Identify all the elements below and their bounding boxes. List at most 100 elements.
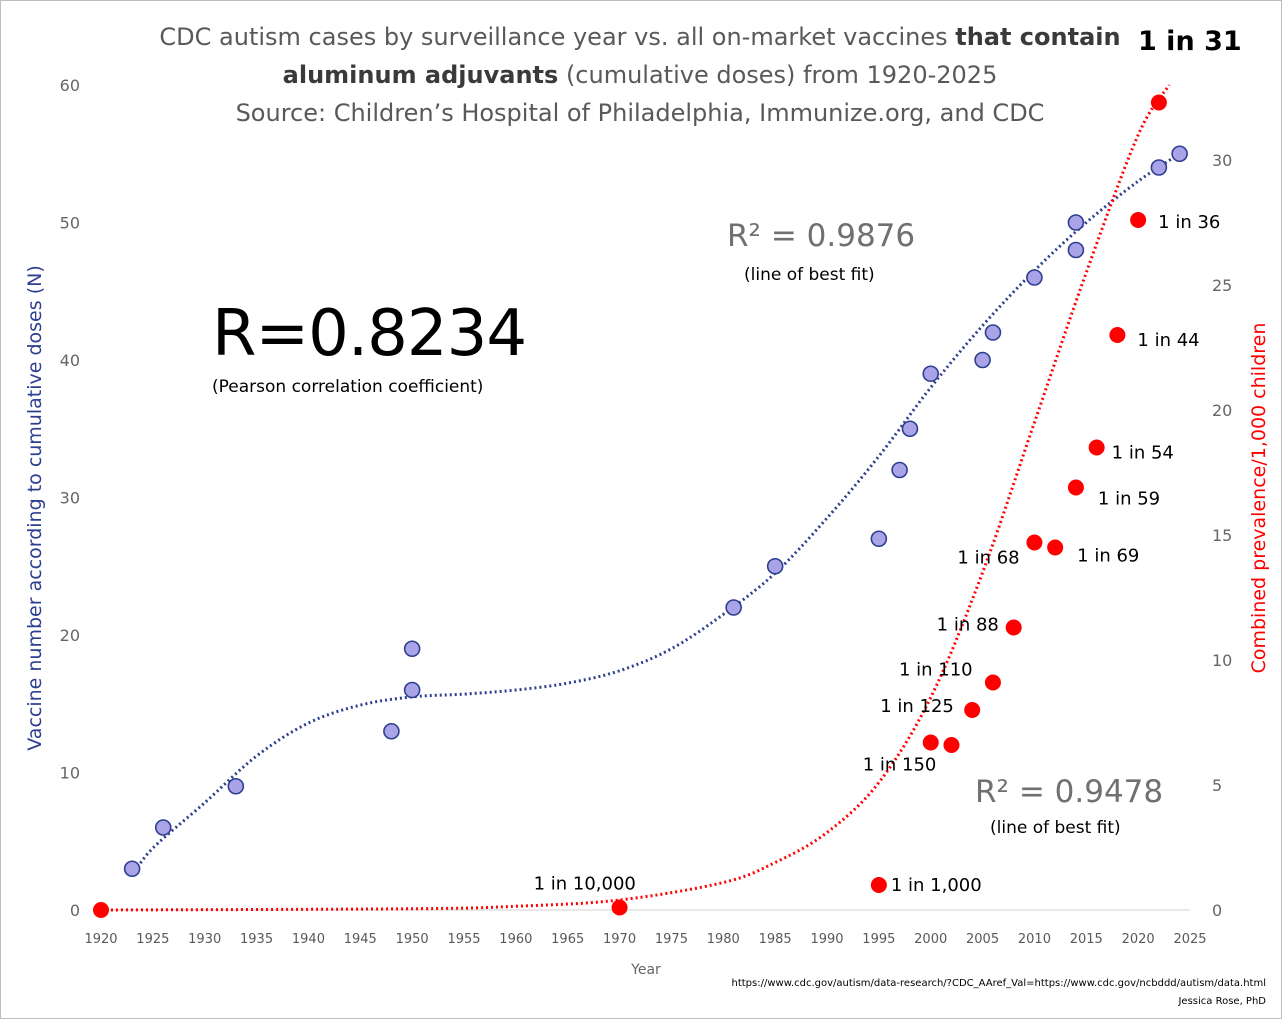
autism-point-label: 1 in 59 [1098, 489, 1160, 510]
x-tick-label: 2010 [1018, 932, 1051, 947]
autism-point [1088, 439, 1105, 456]
y-right-tick-label: 15 [1212, 526, 1232, 545]
pearson-value: R=0.8234 [212, 297, 527, 371]
title-line1-bold: that contain [955, 23, 1121, 51]
vaccine-point [123, 860, 141, 878]
vaccine-point [383, 722, 400, 740]
vaccine-r2: R² = 0.9876 [727, 218, 916, 254]
vaccine-point [1171, 145, 1188, 163]
x-tick-label: 1970 [603, 932, 636, 947]
autism-point [1109, 327, 1126, 343]
latest-prevalence-label: 1 in 31 [1138, 26, 1242, 57]
autism-point [1150, 94, 1167, 111]
x-tick-label: 1960 [499, 932, 532, 947]
y-right-tick-label: 10 [1212, 651, 1232, 670]
y-right-axis-title: Combined prevalence/1,000 children [1248, 323, 1270, 674]
vaccine-point [974, 351, 991, 369]
autism-point-label: 1 in 44 [1137, 330, 1199, 351]
title-line1: CDC autism cases by surveillance year vs… [159, 23, 956, 51]
pearson-caption: (Pearson correlation coefficient) [212, 377, 484, 397]
autism-point-label: 1 in 88 [937, 615, 999, 636]
vaccine-point [227, 777, 245, 795]
vaccine-point [922, 365, 940, 383]
x-tick-label: 2015 [1070, 932, 1103, 947]
autism-trendline [100, 84, 1171, 912]
y-right-tick-label: 25 [1212, 276, 1232, 295]
x-tick-label: 2020 [1122, 932, 1155, 947]
y-left-axis-title: Vaccine number according to cumulative d… [24, 265, 46, 750]
autism-point [964, 702, 981, 718]
autism-r2: R² = 0.9478 [975, 774, 1164, 810]
x-tick-label: 2000 [914, 932, 947, 947]
x-tick-label: 1995 [862, 932, 895, 947]
autism-point [611, 899, 628, 916]
autism-point-label: 1 in 54 [1112, 443, 1174, 464]
vaccine-point [1150, 159, 1168, 176]
y-right-tick-label: 20 [1212, 401, 1232, 420]
vaccine-point [403, 640, 421, 658]
vaccine-point [891, 461, 908, 479]
x-tick-label: 1930 [188, 932, 221, 947]
x-tick-label: 1985 [759, 932, 792, 947]
autism-point-label: 1 in 1,000 [891, 875, 982, 896]
autism-r2-caption: (line of best fit) [990, 818, 1121, 838]
title-line2: (cumulative doses) from 1920-2025 [558, 61, 998, 89]
autism-point [1130, 212, 1147, 228]
x-tick-label: 1940 [292, 932, 325, 947]
y-left-tick-label: 30 [60, 489, 80, 508]
autism-point [922, 734, 939, 751]
x-tick-label: 2005 [966, 932, 999, 947]
x-tick-label: 1950 [396, 932, 429, 947]
vaccine-point [901, 420, 919, 438]
autism-point-label: 1 in 10,000 [534, 874, 636, 895]
y-left-tick-label: 40 [60, 351, 80, 370]
x-tick-label: 1925 [136, 932, 169, 947]
autism-point-label: 1 in 68 [957, 548, 1019, 569]
autism-point [1005, 619, 1022, 636]
x-tick-label: 1990 [810, 932, 843, 947]
y-left-tick-label: 20 [60, 626, 80, 645]
y-left-tick-label: 60 [60, 76, 80, 95]
footer-author: Jessica Rose, PhD [1178, 996, 1266, 1007]
autism-point [1047, 539, 1064, 556]
x-tick-label: 1980 [707, 932, 740, 947]
autism-point-label: 1 in 125 [880, 696, 954, 717]
x-tick-label: 1955 [447, 932, 480, 947]
vaccine-point [403, 681, 421, 699]
vaccine-point [766, 557, 784, 575]
autism-point-label: 1 in 69 [1077, 546, 1139, 567]
vaccine-point [154, 819, 172, 836]
title-line2-bold: aluminum adjuvants [282, 61, 559, 89]
autism-point-label: 1 in 150 [863, 755, 937, 776]
vaccine-point [1067, 214, 1085, 231]
y-right-tick-label: 30 [1212, 151, 1232, 170]
autism-point-label: 1 in 36 [1158, 212, 1220, 233]
vaccine-r2-caption: (line of best fit) [744, 265, 875, 285]
y-left-tick-label: 50 [60, 214, 80, 233]
vaccine-point [1026, 269, 1043, 286]
y-right-tick-label: 5 [1212, 776, 1222, 795]
autism-point [943, 737, 960, 753]
chart-title: CDC autism cases by surveillance year vs… [150, 18, 1130, 132]
x-tick-label: 1945 [344, 932, 377, 947]
x-tick-label: 1975 [655, 932, 688, 947]
title-source: Source: Children’s Hospital of Philadelp… [235, 99, 1045, 127]
x-tick-label: 1920 [84, 932, 117, 947]
autism-point [93, 902, 109, 918]
autism-point [1026, 534, 1043, 551]
vaccine-trendline [130, 152, 1181, 877]
autism-point [870, 877, 887, 893]
autism-point [984, 674, 1001, 691]
x-tick-label: 2025 [1173, 932, 1206, 947]
y-right-tick-label: 0 [1212, 901, 1222, 920]
vaccine-point [1067, 241, 1085, 259]
autism-point [1067, 479, 1084, 496]
x-tick-label: 1935 [240, 932, 273, 947]
vaccine-point [870, 530, 888, 548]
y-left-tick-label: 10 [60, 764, 80, 783]
footer-url: https://www.cdc.gov/autism/data-research… [731, 978, 1267, 989]
x-tick-label: 1965 [551, 932, 584, 947]
autism-point-label: 1 in 110 [899, 660, 973, 681]
